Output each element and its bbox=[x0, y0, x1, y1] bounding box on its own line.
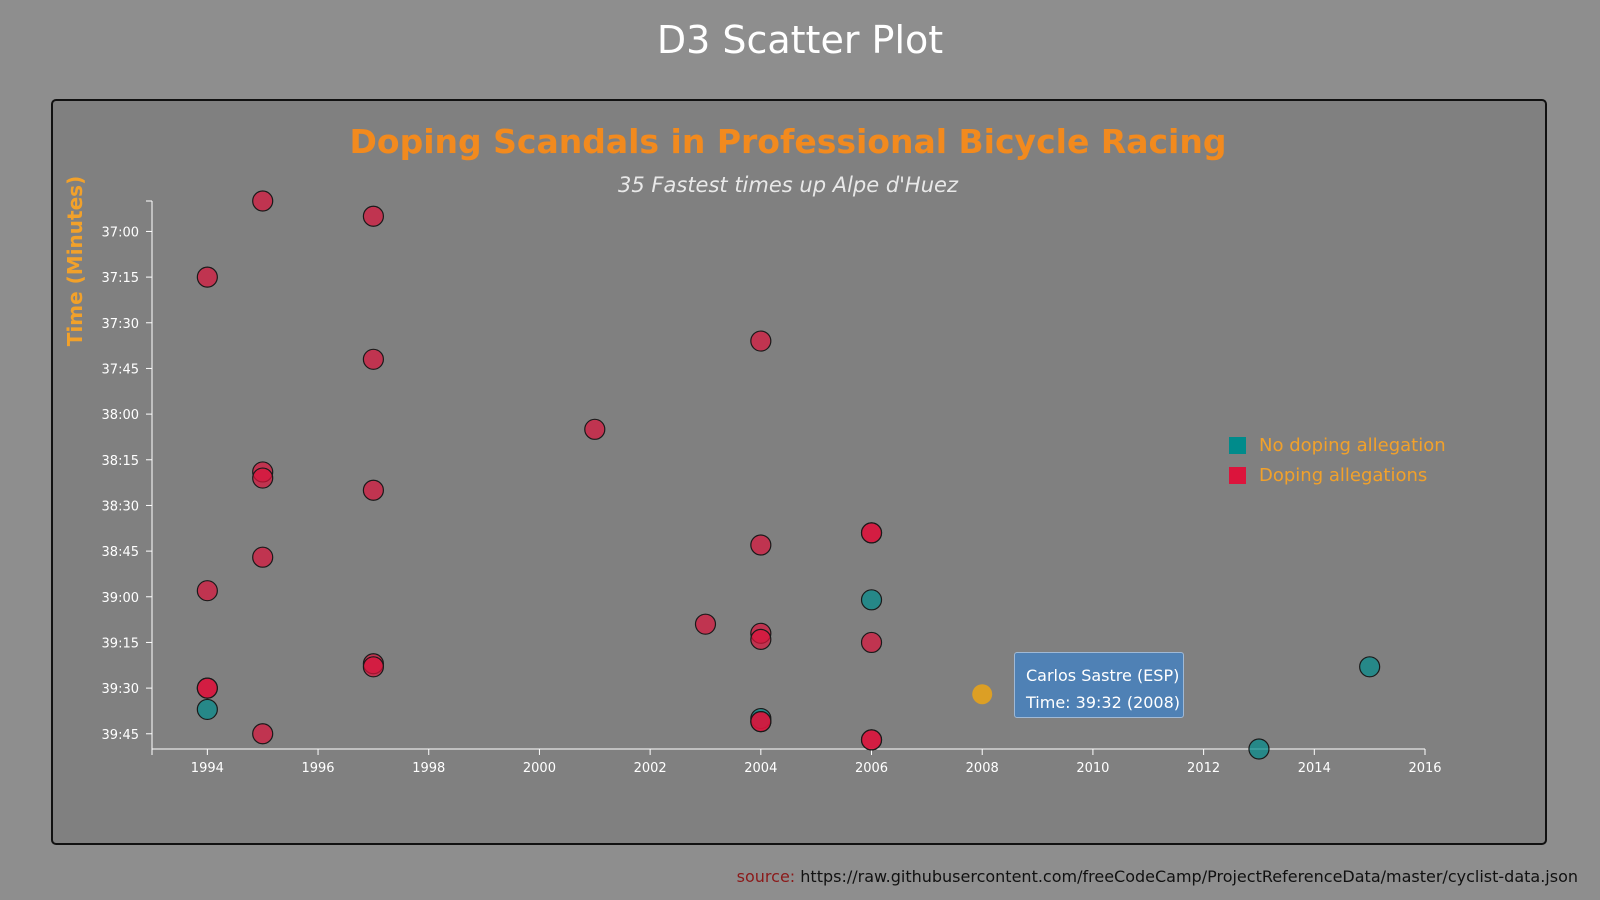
y-tick-label: 39:15 bbox=[102, 636, 139, 651]
data-point-doping[interactable] bbox=[362, 205, 384, 227]
data-point-no-doping[interactable] bbox=[196, 698, 218, 721]
y-tick-label: 38:00 bbox=[102, 408, 139, 423]
x-tick-label: 2012 bbox=[1187, 761, 1220, 776]
x-tick-label: 2014 bbox=[1298, 761, 1331, 776]
y-tick-label: 39:00 bbox=[102, 591, 139, 606]
legend-label: No doping allegation bbox=[1259, 435, 1446, 456]
x-tick-label: 1998 bbox=[412, 761, 445, 776]
data-point-doping[interactable] bbox=[750, 628, 772, 651]
y-tick-label: 39:45 bbox=[102, 728, 139, 743]
data-point-doping[interactable] bbox=[860, 729, 883, 751]
y-tick-label: 37:30 bbox=[102, 317, 139, 332]
data-point-doping[interactable] bbox=[252, 190, 274, 212]
legend-label: Doping allegations bbox=[1259, 465, 1427, 486]
source-line: source: https://raw.githubusercontent.co… bbox=[737, 867, 1578, 886]
x-tick-label: 2008 bbox=[966, 761, 999, 776]
data-point-doping[interactable] bbox=[362, 348, 384, 370]
x-tick-label: 2000 bbox=[523, 761, 556, 776]
data-point-doping[interactable] bbox=[584, 418, 606, 440]
legend-swatch bbox=[1229, 437, 1246, 454]
y-tick-label: 38:45 bbox=[102, 545, 139, 560]
data-point-doping[interactable] bbox=[252, 546, 274, 568]
legend-swatch bbox=[1229, 467, 1246, 484]
x-tick-label: 1994 bbox=[191, 761, 224, 776]
chart-title: Doping Scandals in Professional Bicycle … bbox=[350, 122, 1227, 161]
y-tick-label: 37:15 bbox=[102, 271, 139, 286]
x-tick-label: 2016 bbox=[1408, 761, 1441, 776]
y-axis-label: Time (Minutes) bbox=[63, 176, 87, 346]
y-tick-label: 37:45 bbox=[102, 362, 139, 377]
data-point-doping[interactable] bbox=[196, 580, 218, 602]
x-tick-label: 2010 bbox=[1076, 761, 1109, 776]
data-point-doping[interactable] bbox=[860, 522, 883, 544]
source-url[interactable]: https://raw.githubusercontent.com/freeCo… bbox=[800, 867, 1578, 886]
data-point-doping[interactable] bbox=[750, 534, 772, 556]
data-point-doping[interactable] bbox=[362, 479, 384, 501]
y-tick-label: 39:30 bbox=[102, 682, 139, 697]
chart-subtitle: 35 Fastest times up Alpe d'Huez bbox=[618, 173, 959, 197]
chart-panel: Doping Scandals in Professional Bicycle … bbox=[51, 99, 1547, 845]
x-tick-label: 2004 bbox=[744, 761, 777, 776]
data-point-doping[interactable] bbox=[860, 631, 883, 654]
tooltip-time: Time: 39:32 (2008) bbox=[1026, 693, 1181, 712]
data-point-doping[interactable] bbox=[196, 266, 218, 288]
data-point-doping[interactable] bbox=[750, 710, 772, 733]
data-point-doping[interactable] bbox=[252, 467, 274, 489]
x-tick-label: 2006 bbox=[855, 761, 888, 776]
x-tick-label: 1996 bbox=[301, 761, 334, 776]
y-axis: 37:00 37:15 37:30 37:45 38:00 38:15 38:30 38:45… bbox=[102, 200, 153, 749]
data-point-doping[interactable] bbox=[362, 656, 384, 678]
source-label: source: bbox=[736, 867, 796, 886]
x-axis: 1994 1996 1998 2000 2002 2004 2006 2008 2010 2012… bbox=[151, 748, 1442, 776]
data-point-doping[interactable] bbox=[252, 723, 274, 745]
data-point-no-doping[interactable] bbox=[1359, 656, 1381, 678]
data-point-no-doping[interactable] bbox=[860, 589, 883, 611]
data-points bbox=[196, 190, 1381, 760]
data-point-doping[interactable] bbox=[196, 677, 218, 699]
data-point-doping[interactable] bbox=[750, 330, 772, 352]
data-point-highlighted[interactable] bbox=[972, 684, 993, 705]
y-tick-label: 38:15 bbox=[102, 454, 139, 469]
data-point-no-doping[interactable] bbox=[1248, 738, 1270, 760]
y-tick-label: 38:30 bbox=[102, 499, 139, 514]
scatter-chart: Doping Scandals in Professional Bicycle … bbox=[63, 122, 1446, 776]
x-tick-label: 2002 bbox=[634, 761, 667, 776]
page-title: D3 Scatter Plot bbox=[656, 18, 944, 62]
y-tick-label: 37:00 bbox=[102, 225, 139, 240]
tooltip-name: Carlos Sastre (ESP) bbox=[1026, 666, 1180, 685]
legend: No doping allegation Doping allegations bbox=[1229, 435, 1446, 486]
data-point-doping[interactable] bbox=[694, 613, 717, 635]
tooltip: Carlos Sastre (ESP) Time: 39:32 (2008) bbox=[1014, 652, 1184, 718]
